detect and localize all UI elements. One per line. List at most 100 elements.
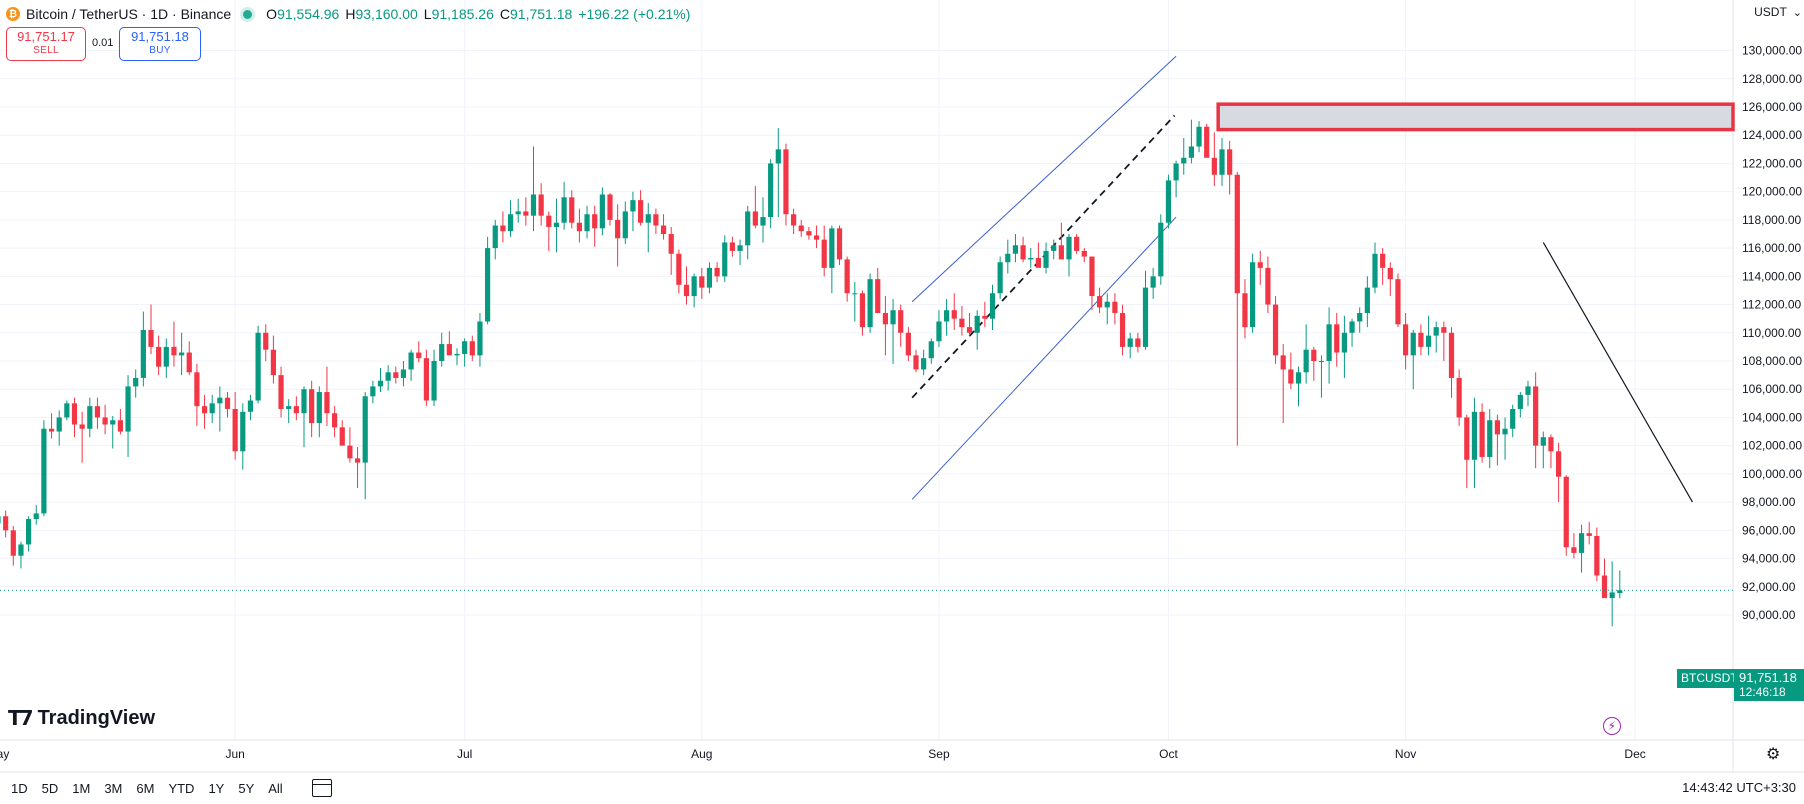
calendar-icon[interactable] [311,779,332,797]
candle-body [3,516,9,531]
candle-body [156,346,162,367]
candle-body [416,352,422,359]
candle-body [875,279,881,314]
candle-body [1265,267,1271,305]
x-tick-label: Nov [1395,747,1416,761]
candle-body [332,413,338,428]
candle-body [400,369,407,378]
last-price-label: 91,751.18 12:46:18 [1734,669,1804,701]
candle-body [1119,313,1126,347]
buy-button[interactable]: 91,751.18 BUY [119,27,201,61]
candle-body [798,225,804,232]
candle-body [1563,476,1569,548]
candle-body [133,377,139,387]
candle-body [1188,146,1194,158]
candle-body [1219,149,1225,175]
candle-body [1165,180,1172,223]
range-1y-button[interactable]: 1Y [208,780,225,796]
candle-body [385,372,391,381]
candle-body [1280,355,1286,370]
candle-body [1081,250,1087,257]
x-tick-label: Sep [928,747,950,761]
candle-body [247,400,254,412]
sell-button[interactable]: 91,751.17 SELL [6,27,86,61]
range-6m-button[interactable]: 6M [136,780,155,796]
candle-body [186,352,192,373]
range-ytd-button[interactable]: YTD [168,780,195,796]
range-all-button[interactable]: All [268,780,283,796]
range-5d-button[interactable]: 5D [41,780,59,796]
candle-body [1609,592,1615,599]
candle-body [1127,338,1133,347]
candle-body [791,214,797,226]
candle-body [867,279,873,328]
channel-upper-line [911,55,1177,303]
candle-body [1158,222,1164,277]
candle-body [301,389,307,414]
bottom-toolbar: 1D 5D 1M 3M 6M YTD 1Y 5Y All 14:43:42 UT… [0,772,1804,804]
tradingview-logo[interactable]: 𝗧𝟳 TradingView [8,706,155,730]
gear-icon[interactable]: ⚙ [1766,746,1781,763]
candle-body [898,310,904,333]
candle-body [966,327,973,333]
utc-clock[interactable]: 14:43:42 UTC+3:30 [1682,780,1796,795]
candle-body [41,428,47,514]
symbol-title[interactable]: Bitcoin / TetherUS · 1D · Binance [26,6,232,22]
candle-body [224,397,231,409]
candle-body [194,372,200,407]
range-5y-button[interactable]: 5Y [238,780,255,796]
bitcoin-icon: ₿ [6,7,20,21]
candle-body [584,214,590,232]
candle-body [1571,547,1577,553]
candle-body [530,194,537,216]
candle-body [936,321,942,342]
x-tick-label: Oct [1159,747,1178,761]
candle-body [454,353,460,356]
candle-body [1425,335,1432,347]
candle-body [1005,253,1011,263]
candle-body [1051,245,1057,251]
currency-selector[interactable]: USDT ⌄ [1754,2,1802,22]
candle-body [370,386,376,397]
candle-body [1257,262,1263,268]
candle-body [645,214,651,223]
candle-body [1234,174,1240,294]
buy-price: 91,751.18 [131,29,189,44]
y-tick-label: 102,000.00 [1742,439,1802,453]
bar-countdown: 12:46:18 [1739,685,1786,699]
candle-body [1112,301,1118,314]
candle-body [1272,304,1279,356]
candle-body [1020,245,1026,260]
market-status-icon[interactable] [243,9,253,19]
candle-body [393,372,399,378]
candle-body [921,358,927,370]
candle-body [615,219,621,239]
candle-body [607,194,613,220]
range-1d-button[interactable]: 1D [11,780,28,796]
candle-body [1617,590,1623,594]
y-tick-label: 98,000.00 [1742,495,1796,509]
y-tick-label: 100,000.00 [1742,467,1802,481]
candle-body [714,267,720,277]
range-1m-button[interactable]: 1M [72,780,91,796]
candle-body [462,341,468,354]
candle-body [1586,533,1592,536]
candle-body [775,149,781,164]
candle-body [813,235,820,240]
candle-body [140,329,146,378]
candle-body [668,234,674,254]
candle-body [1204,126,1210,158]
candle-body [1043,250,1049,268]
sell-label: SELL [33,45,59,56]
candle-body [240,411,246,452]
low-value: 91,185.26 [431,6,494,22]
flash-event-icon[interactable]: ⚡ [1603,717,1621,735]
candle-body [1135,338,1141,347]
high-key: H [345,6,356,22]
range-3m-button[interactable]: 3M [104,780,123,796]
candle-body [1150,276,1156,288]
candle-body [599,194,605,229]
candle-body [638,200,644,223]
candle-body [1288,369,1294,384]
